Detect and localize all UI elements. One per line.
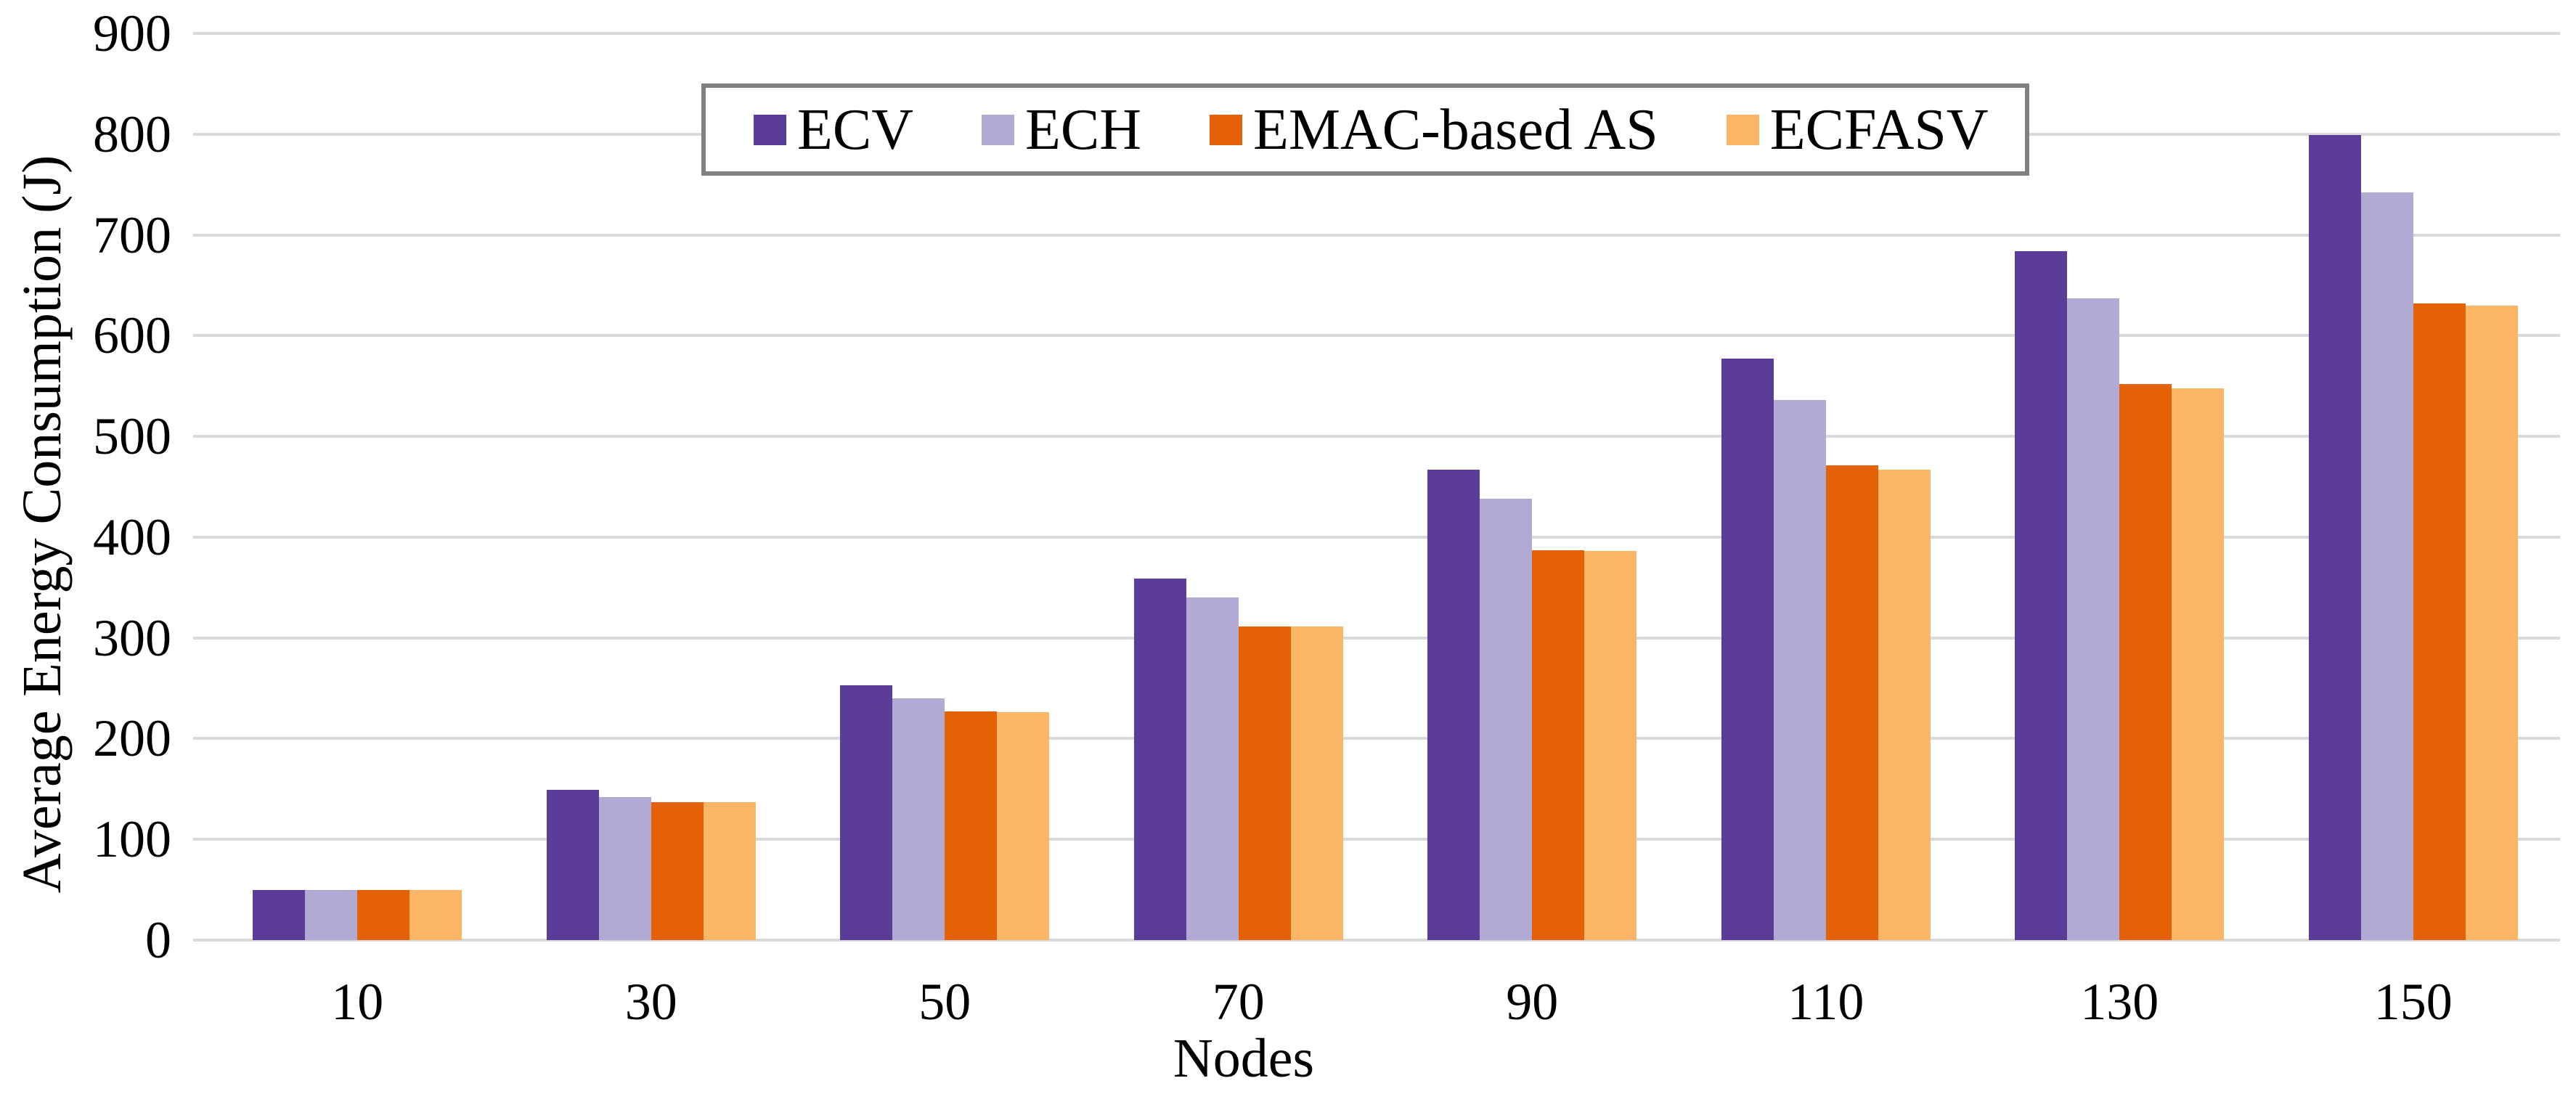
x-tick-label: 110 [1788,973,1864,1031]
gridline [211,435,2560,438]
bar-ecv-90 [1427,469,1480,940]
y-tick-mark [193,636,211,640]
gridline [211,233,2560,237]
bar-ech-10 [305,889,358,940]
bar-group-150 [2267,33,2561,940]
bar-ech-110 [1773,400,1826,940]
y-tick-mark [193,838,211,841]
legend-item-emac-based-as: EMAC-based AS [1210,101,1658,159]
bar-ech-130 [2067,298,2120,940]
bar-group-130 [1973,33,2267,940]
bar-ech-30 [598,796,651,940]
bar-emac-based-as-30 [651,801,704,940]
y-tick-mark [193,233,211,237]
y-tick-mark [193,535,211,539]
bar-ecv-150 [2308,135,2361,940]
x-tick-label: 70 [1212,973,1265,1031]
bar-emac-based-as-150 [2413,303,2466,940]
bar-ecfasv-110 [1878,469,1931,940]
legend-label: ECFASV [1769,97,1989,162]
x-axis-title: Nodes [1173,1028,1315,1089]
legend: ECV ECH EMAC-based AS ECFASV [701,83,2029,176]
bar-emac-based-as-90 [1532,550,1585,940]
y-tick-mark [193,132,211,136]
bar-ecfasv-30 [703,801,756,940]
y-tick-label: 600 [93,306,171,365]
legend-item-ecfasv: ECFASV [1726,97,1989,162]
legend-item-ech: ECH [982,101,1141,159]
bar-ecv-130 [2015,250,2068,940]
legend-swatch-ech [982,114,1014,145]
bar-ecfasv-10 [409,889,462,940]
bar-ecv-110 [1721,359,1774,940]
y-tick-label: 100 [93,810,171,869]
y-tick-mark [193,435,211,438]
y-tick-mark [193,334,211,338]
y-tick-label: 0 [145,911,171,969]
gridline [211,636,2560,640]
plot-area [193,32,2561,942]
y-tick-label: 300 [93,608,171,667]
bar-ech-70 [1186,597,1239,940]
x-axis-line [211,939,2560,942]
gridline [211,535,2560,539]
bar-group-110 [1679,33,1973,940]
x-tick-label: 130 [2080,973,2159,1031]
legend-swatch-ecv [754,114,786,145]
y-tick-label: 900 [93,4,171,62]
legend-item-ecv: ECV [754,101,913,159]
bar-ecv-10 [253,889,306,940]
bar-emac-based-as-110 [1825,465,1878,940]
gridline [211,838,2560,841]
y-tick-label: 400 [93,507,171,566]
bar-emac-based-as-50 [945,711,998,940]
bar-ecfasv-150 [2465,305,2518,940]
x-tick-label: 150 [2373,973,2453,1031]
legend-label: ECV [797,97,913,162]
y-tick-label: 800 [93,105,171,163]
bar-group-50 [798,33,1092,940]
y-tick-mark [193,32,211,35]
gridline [211,737,2560,740]
x-tick-label: 90 [1506,973,1559,1031]
legend-label: EMAC-based AS [1253,97,1658,162]
bar-ech-90 [1480,499,1533,940]
bar-emac-based-as-130 [2119,383,2172,940]
bar-emac-based-as-70 [1238,626,1291,940]
y-tick-label: 500 [93,407,171,466]
bar-ecfasv-130 [2172,388,2225,940]
x-tick-label: 10 [331,973,384,1031]
y-tick-label: 700 [93,205,171,264]
bar-ecfasv-50 [997,712,1050,940]
bar-ech-150 [2360,192,2413,940]
x-tick-label: 30 [624,973,677,1031]
bar-ecv-30 [546,790,599,940]
x-tick-label: 50 [918,973,971,1031]
bar-emac-based-as-10 [357,889,410,940]
legend-swatch-emac-based-as [1210,114,1242,145]
bar-ecv-50 [840,685,893,940]
legend-label: ECH [1025,97,1141,162]
bar-group-70 [1092,33,1386,940]
bar-ecfasv-90 [1584,551,1637,940]
gridline [211,32,2560,35]
bar-group-90 [1385,33,1679,940]
bar-ecfasv-70 [1290,626,1343,940]
y-tick-mark [193,939,211,942]
bar-ech-50 [892,698,945,940]
y-tick-mark [193,737,211,740]
bar-ecv-70 [1133,578,1186,940]
legend-swatch-ecfasv [1726,114,1759,145]
y-tick-label: 200 [93,709,171,768]
bar-group-10 [211,33,505,940]
bar-group-30 [505,33,799,940]
gridline [211,334,2560,338]
